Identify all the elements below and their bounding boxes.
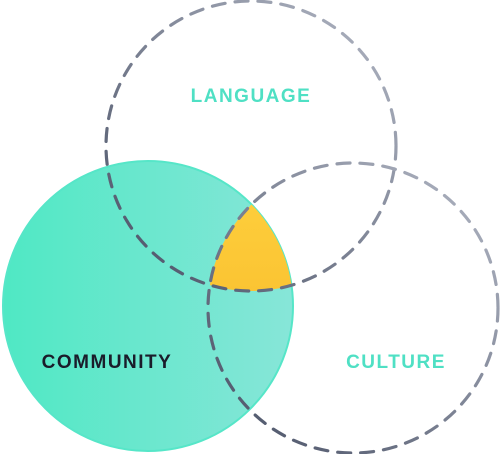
culture-label: CULTURE: [346, 352, 446, 373]
community-circle: [2, 160, 294, 452]
language-circle: [104, 0, 398, 293]
language-label: LANGUAGE: [191, 86, 312, 107]
culture-circle: [206, 161, 500, 454]
community-label: COMMUNITY: [42, 352, 173, 373]
